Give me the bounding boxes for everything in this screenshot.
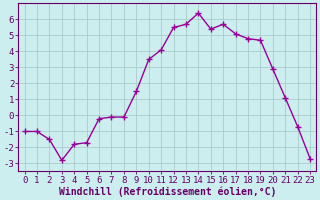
X-axis label: Windchill (Refroidissement éolien,°C): Windchill (Refroidissement éolien,°C) [59, 186, 276, 197]
